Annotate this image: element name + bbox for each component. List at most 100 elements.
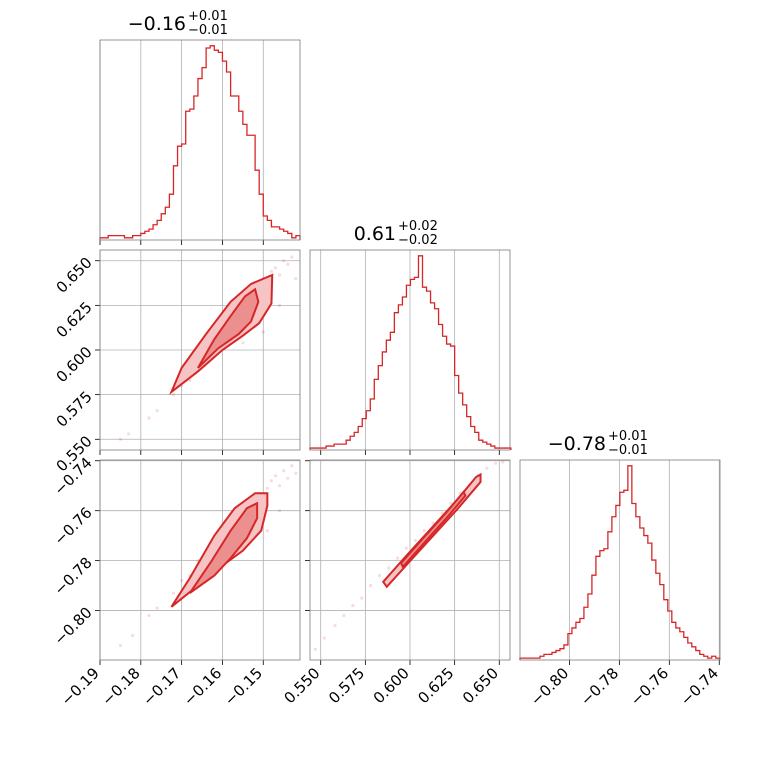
scatter-panel-p1-p3: −0.19−0.18−0.17−0.16−0.15 −0.80−0.78 −0.76… (50, 454, 300, 709)
sample-point-p1-p2-23 (269, 269, 274, 274)
sample-point-p2-p3-10 (404, 546, 409, 550)
tick-label-y-p3-1: −0.78 (50, 554, 95, 599)
contour-inner-p2-p3 (399, 490, 467, 569)
sample-point-p1-p2-0 (118, 437, 123, 441)
sample-point-p1-p2-4 (171, 393, 176, 397)
sample-point-p1-p3-23 (282, 469, 286, 473)
tick-label-y-p2-4: 0.650 (53, 254, 96, 297)
tick-label-x-p1-2: −0.17 (139, 664, 184, 709)
contour-inner-p1-p2 (197, 287, 260, 369)
tick-label-x-p2-3: 0.625 (414, 664, 457, 707)
sample-point-p1-p2-28 (290, 255, 294, 259)
sample-point-p1-p3-2 (147, 613, 151, 618)
tick-label-x-p2-1: 0.575 (325, 664, 368, 707)
tick-label-x-p3-3: −0.74 (677, 664, 722, 709)
title-plus-p2: +0.02 (398, 219, 438, 234)
scatter-p1-p3-frame (99, 459, 301, 661)
sample-point-p2-p3-8 (386, 566, 391, 570)
hist-p1-frame (99, 39, 301, 241)
panel-title-p2: 0.61 +0.02−0.02 (354, 219, 438, 248)
sample-point-p2-p3-20 (494, 461, 498, 465)
tick-label-x-p1-4: −0.15 (221, 664, 266, 709)
tick-label-x-p3-0: −0.80 (527, 664, 572, 709)
tick-label-y-p3-0: −0.80 (50, 603, 95, 648)
sample-point-p2-p3-19 (485, 466, 489, 470)
tick-label-x-p3-1: −0.78 (577, 664, 622, 709)
sample-point-p2-p3-14 (440, 511, 444, 515)
sample-point-p1-p2-29 (294, 276, 298, 281)
sample-point-p2-p3-5 (360, 596, 364, 600)
tick-label-x-p2-0: 0.550 (280, 664, 323, 707)
sample-point-p1-p3-3 (155, 606, 159, 610)
sample-point-p2-p3-21 (501, 460, 505, 464)
sample-point-p1-p3-5 (180, 578, 184, 583)
hist-panel-p3: −0.80 −0.78 −0.76 −0.74 (519, 460, 722, 709)
sample-point-p1-p3-4 (171, 591, 176, 595)
sample-point-p2-p3-6 (369, 583, 373, 588)
sample-point-p2-p3-1 (322, 636, 326, 640)
sample-point-p1-p2-24 (273, 266, 278, 270)
title-minus-p1: −0.01 (188, 23, 228, 38)
sample-point-p1-p3-26 (294, 471, 298, 475)
tick-label-x-p2-4: 0.650 (459, 664, 502, 707)
panel-title-p3: −0.78 +0.01−0.01 (548, 429, 648, 458)
sample-point-p1-p2-1 (126, 432, 131, 436)
title-median-p3: −0.78 (548, 433, 606, 455)
scatter-p2-p3-frame (309, 459, 511, 661)
sample-point-p1-p3-25 (290, 464, 294, 468)
sample-point-p1-p3-27 (265, 529, 269, 533)
hist-panel-p1 (99, 40, 301, 245)
tick-label-x-p2-2: 0.600 (370, 664, 413, 707)
tick-label-y-p2-2: 0.600 (53, 343, 96, 386)
sample-point-p2-p3-11 (413, 539, 417, 543)
sample-point-p2-p3-12 (422, 529, 426, 533)
hist-p3-frame (519, 459, 721, 661)
sample-point-p2-p3-2 (333, 623, 337, 628)
hist-panel-p2 (309, 250, 512, 455)
hist-p2-frame (309, 249, 511, 451)
sample-point-p1-p2-2 (147, 416, 151, 420)
contour-inner-p1-p3 (188, 501, 259, 594)
sample-point-p1-p2-26 (282, 259, 286, 263)
hist-line-p3 (519, 465, 721, 660)
tick-label-x-p1-1: −0.18 (98, 664, 143, 709)
sample-point-p1-p2-31 (241, 341, 245, 345)
tick-label-y-p3-2: −0.76 (50, 504, 95, 549)
sample-point-p1-p3-21 (273, 474, 278, 478)
sample-point-p1-p3-1 (131, 633, 135, 638)
sample-point-p2-p3-4 (351, 603, 355, 608)
tick-label-x-p3-2: −0.76 (627, 664, 672, 709)
sample-point-p1-p3-0 (118, 643, 123, 648)
title-plus-p3: +0.01 (608, 429, 648, 444)
sample-point-p1-p3-28 (277, 509, 282, 513)
title-minus-p2: −0.02 (398, 233, 438, 248)
sample-point-p1-p2-27 (286, 262, 290, 266)
sample-point-p2-p3-0 (313, 647, 317, 651)
scatter-p1-p2-frame (99, 249, 301, 451)
tick-label-y-p2-1: 0.575 (53, 388, 96, 431)
sample-point-p1-p3-22 (277, 484, 282, 488)
sample-point-p1-p2-3 (155, 409, 159, 413)
hist-line-p2 (309, 255, 512, 450)
sample-point-p1-p2-30 (261, 330, 265, 334)
sample-point-p2-p3-3 (342, 613, 346, 618)
title-median-p2: 0.61 (354, 223, 396, 245)
sample-point-p1-p3-20 (269, 479, 274, 483)
sample-point-p2-p3-15 (449, 501, 453, 505)
sample-point-p2-p3-7 (378, 574, 382, 578)
sample-point-p1-p2-32 (277, 303, 282, 307)
panel-title-p1: −0.16 +0.01−0.01 (128, 9, 228, 38)
sample-point-p1-p3-24 (286, 476, 290, 480)
sample-point-p1-p2-25 (277, 273, 282, 277)
tick-label-y-p2-3: 0.625 (53, 298, 96, 341)
title-median-p1: −0.16 (128, 13, 186, 35)
title-plus-p1: +0.01 (188, 9, 228, 24)
title-minus-p3: −0.01 (608, 443, 648, 458)
sample-point-p1-p3-19 (265, 486, 269, 490)
hist-line-p1 (99, 45, 301, 240)
sample-point-p2-p3-9 (395, 556, 400, 560)
tick-label-x-p1-0: −0.19 (58, 664, 103, 709)
scatter-panel-p2-p3: 0.550 0.575 0.600 0.625 0.650 (280, 460, 510, 707)
